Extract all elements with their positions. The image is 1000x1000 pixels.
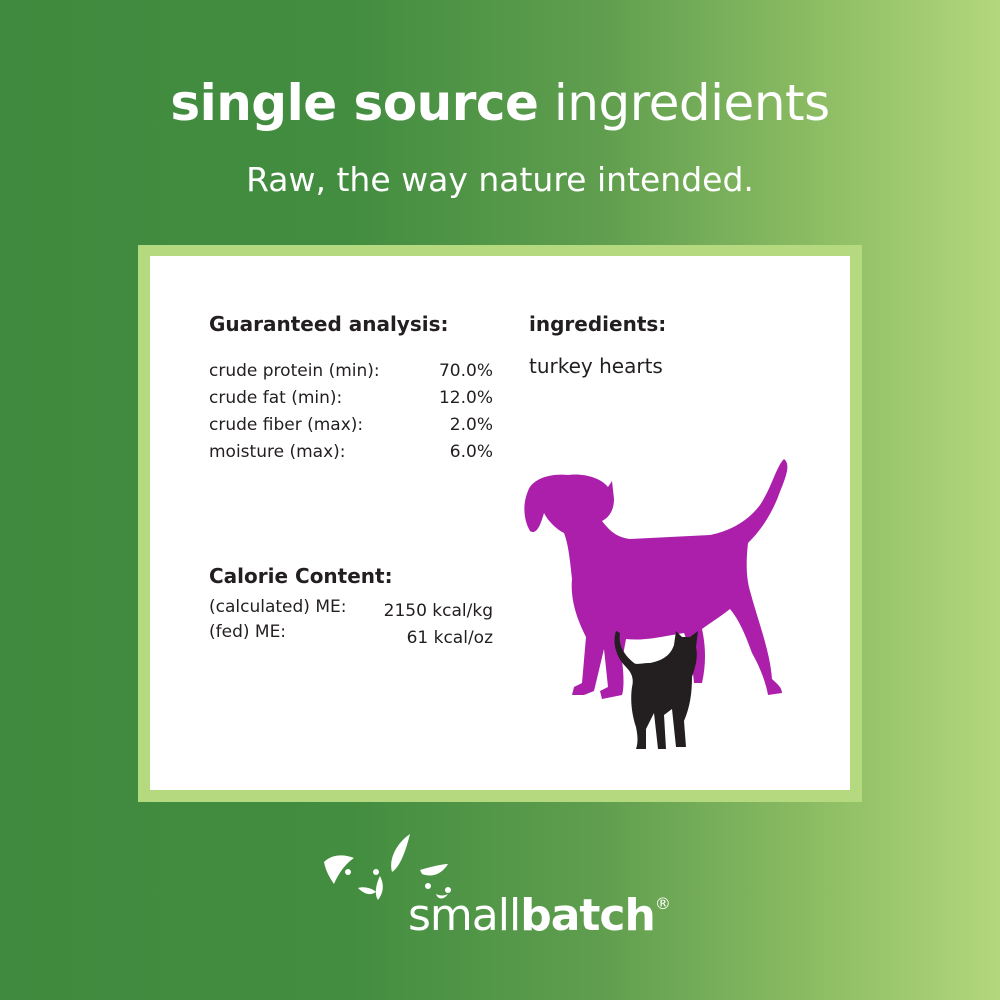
row-label: crude fat (min): [209,388,343,408]
analysis-row: crude fat (min): 12.0% [209,388,493,408]
row-value: 6.0% [449,442,493,462]
analysis-row: moisture (max): 6.0% [209,442,493,462]
ingredients-text: turkey hearts [529,354,663,378]
calorie-row: (calculated) ME: 2150 kcal/kg [209,597,493,621]
row-value: 70.0% [438,361,493,381]
row-value: 2150 kcal/kg [383,601,493,621]
dog-cat-illustration [524,459,788,749]
analysis-row: crude protein (min): 70.0% [209,361,493,381]
info-card: Guaranteed analysis: crude protein (min)… [138,245,862,802]
ingredients-heading: ingredients: [529,312,667,336]
calorie-heading: Calorie Content: [209,564,393,588]
info-card-body: Guaranteed analysis: crude protein (min)… [150,256,850,790]
title-light: ingredients [553,74,830,132]
title-bold: single source [170,74,539,132]
cat-silhouette [614,631,698,749]
calorie-row: (fed) ME: 61 kcal/oz [209,622,493,648]
row-value: 61 kcal/oz [406,628,493,648]
analysis-heading: Guaranteed analysis: [209,312,449,336]
brand-logo: smallbatch® [318,828,698,948]
row-value: 2.0% [449,415,493,435]
row-value: 12.0% [438,388,493,408]
brand-light: small [408,890,521,941]
row-label: (fed) ME: [209,622,287,642]
brand-bold: batch [520,890,656,941]
analysis-row: crude fiber (max): 2.0% [209,415,493,435]
row-label: moisture (max): [209,442,346,462]
row-label: crude fiber (max): [209,415,364,435]
row-label: (calculated) ME: [209,597,347,617]
registered-mark: ® [654,894,671,913]
row-label: crude protein (min): [209,361,380,381]
brand-name: smallbatch® [408,890,671,941]
dog-silhouette [524,459,788,699]
tagline: Raw, the way nature intended. [246,160,754,199]
page-title: single source ingredients [0,74,1000,132]
leaf-icon [324,834,451,900]
